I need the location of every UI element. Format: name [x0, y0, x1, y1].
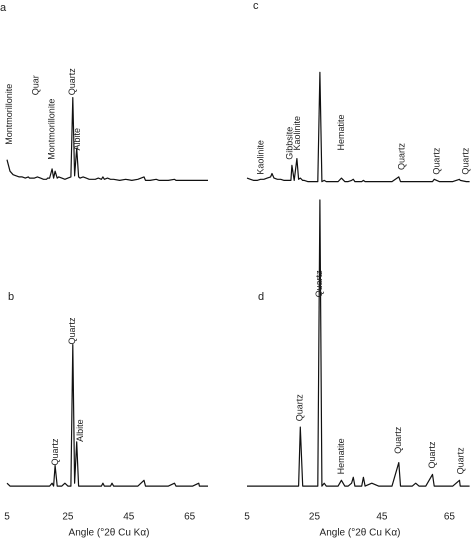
- x-tick-label: 65: [444, 512, 456, 523]
- peak-label: Quartz: [67, 68, 77, 96]
- x-tick-label: 45: [123, 512, 135, 523]
- x-tick-label: 45: [376, 512, 388, 523]
- x-tick-label: 5: [244, 512, 250, 523]
- peak-label: Montmorillonite: [46, 99, 56, 160]
- panel-label: b: [8, 291, 14, 303]
- pattern-line: [6, 344, 208, 487]
- peak-label: Kaolinite: [292, 116, 302, 151]
- panel-label: a: [0, 2, 7, 14]
- peak-label: Quartz: [397, 143, 407, 171]
- peak-label: Quartz: [456, 447, 466, 475]
- peak-label: Quartz: [314, 270, 324, 298]
- peak-label: Hematite: [336, 438, 346, 474]
- peak-label: Quartz: [295, 394, 305, 422]
- peak-label: Quartz: [461, 147, 471, 175]
- peak-label: Albite: [72, 128, 82, 151]
- x-tick-label: 25: [309, 512, 321, 523]
- x-axis-label: Angle (°2θ Cu Kα): [69, 528, 150, 539]
- peak-label: Montmorillonite: [4, 84, 14, 145]
- x-tick-label: 65: [184, 512, 196, 523]
- x-axis-label: Angle (°2θ Cu Kα): [320, 528, 401, 539]
- pattern-line: [6, 97, 208, 181]
- peak-label: Quartz: [427, 441, 437, 469]
- peak-label: Kaolinite: [256, 140, 266, 175]
- peak-label: Quartz: [50, 438, 60, 466]
- peak-label: Gibbsite: [285, 127, 295, 160]
- panel-label: c: [253, 0, 259, 12]
- panel-label: d: [258, 291, 264, 303]
- peak-label: Quartz: [67, 317, 77, 345]
- peak-label: Quar: [30, 75, 40, 95]
- pattern-line: [246, 71, 470, 183]
- x-tick-label: 25: [62, 512, 74, 523]
- peak-label: Albite: [75, 419, 85, 442]
- peak-label: Quartz: [432, 147, 442, 175]
- peak-label: Hematite: [336, 114, 346, 150]
- pattern-line: [247, 199, 470, 487]
- x-tick-label: 5: [4, 512, 10, 523]
- peak-label: Quartz: [393, 426, 403, 454]
